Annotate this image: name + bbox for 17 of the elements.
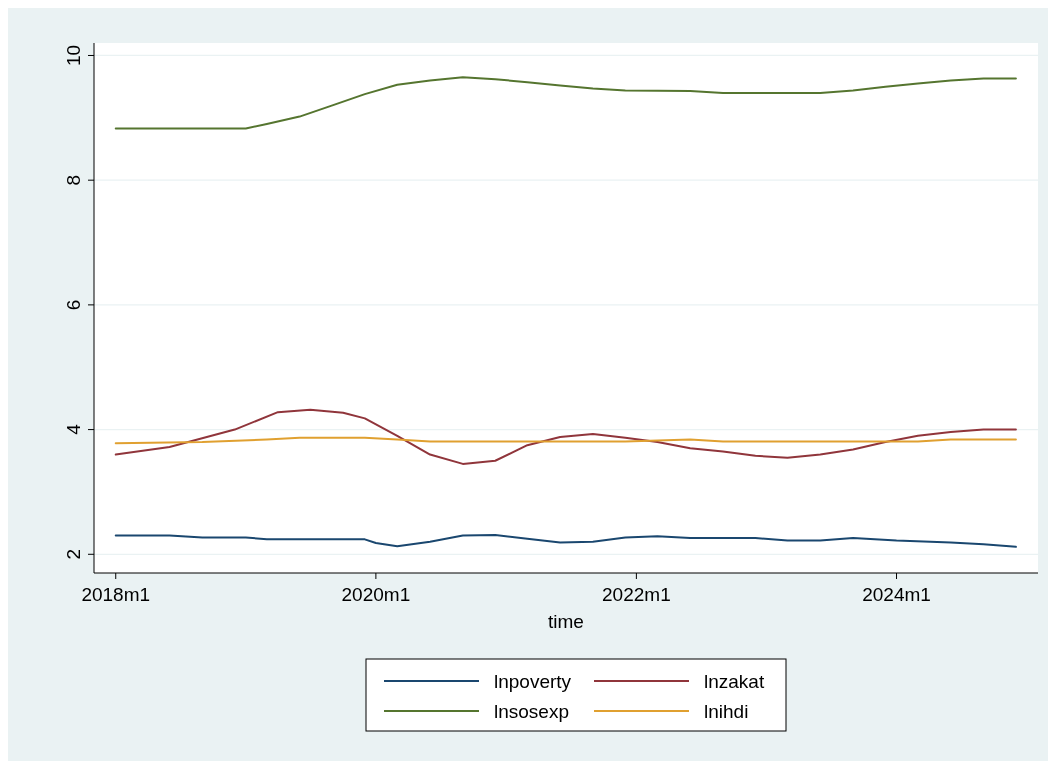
line-series [114,76,1017,130]
x-tick-label: 2022m1 [602,584,671,605]
x-tick-label: 2024m1 [862,584,931,605]
legend-label: lnzakat [704,671,765,692]
legend-label: lnsosexp [494,701,569,722]
legend-label: lnihdi [704,701,749,722]
line-series [114,533,1017,548]
x-axis-title: time [548,611,584,632]
x-tick-label: 2018m1 [81,584,151,605]
y-tick-label: 6 [63,299,84,311]
y-tick-label: 4 [63,423,84,435]
x-tick-label: 2020m1 [341,584,411,605]
line-series [114,408,1017,465]
y-tick-label: 2 [63,549,84,560]
y-tick-label: 10 [63,44,84,67]
legend-label: lnpoverty [494,671,572,692]
y-tick-label: 8 [63,174,84,186]
